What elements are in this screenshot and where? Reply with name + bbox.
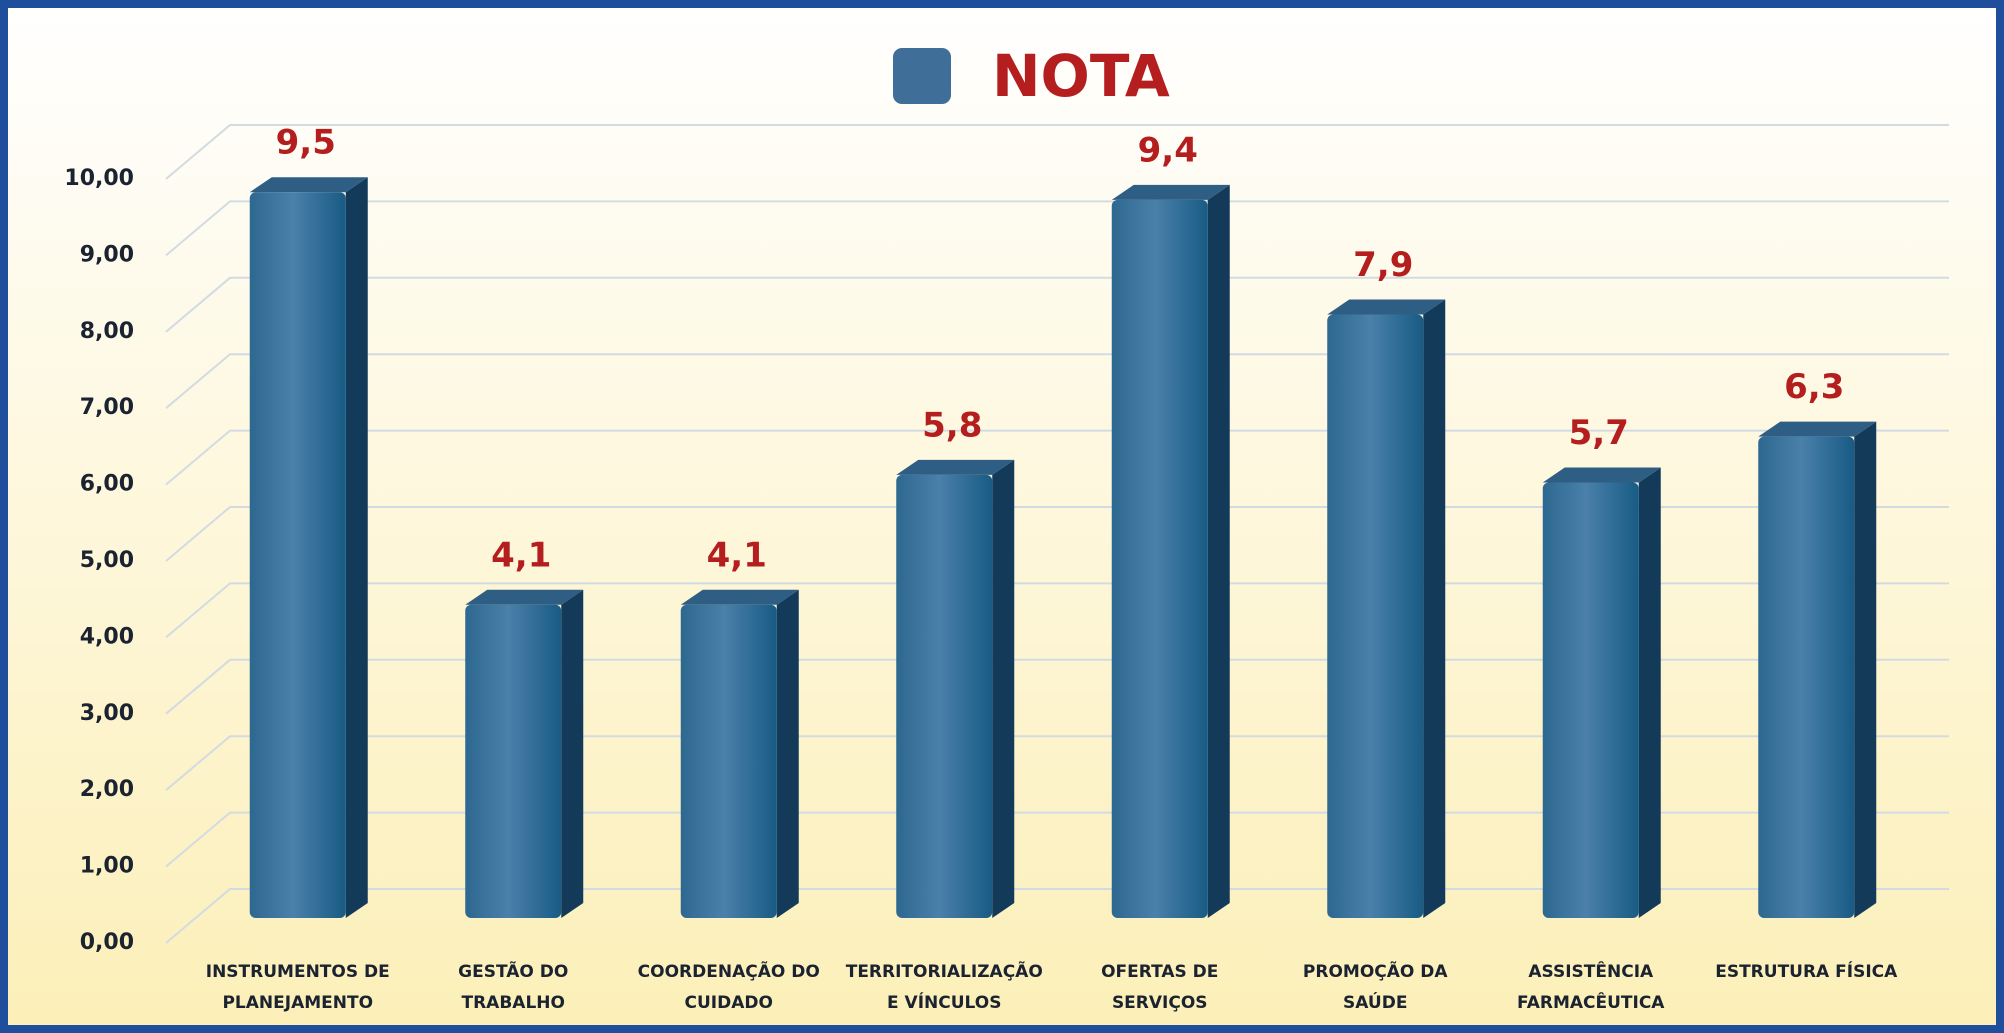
- y-tick-label: 9,00: [80, 242, 134, 267]
- x-tick-label: INSTRUMENTOS DE: [206, 962, 390, 982]
- bar: [896, 459, 1015, 918]
- bar-side: [1638, 467, 1661, 918]
- bar-front: [1758, 436, 1855, 918]
- bar-side: [561, 589, 584, 918]
- y-tick-label: 4,00: [80, 624, 134, 649]
- x-tick-label: ESTRUTURA FÍSICA: [1715, 960, 1898, 982]
- bar-top: [465, 589, 584, 605]
- bar-front: [1327, 314, 1424, 918]
- value-label: 5,8: [922, 405, 982, 445]
- bar: [249, 177, 368, 918]
- bar-side: [992, 459, 1015, 918]
- bar-top: [1111, 184, 1230, 200]
- bar-front: [1542, 482, 1639, 918]
- value-label: 7,9: [1353, 245, 1413, 285]
- y-tick-label: 8,00: [80, 319, 134, 344]
- y-tick-label: 5,00: [80, 548, 134, 573]
- value-label: 5,7: [1569, 413, 1629, 453]
- legend-swatch: [893, 48, 951, 104]
- x-tick-label: CUIDADO: [685, 993, 773, 1013]
- x-tick-label: PLANEJAMENTO: [222, 993, 373, 1013]
- x-tick-label: TERRITORIALIZAÇÃO: [846, 959, 1043, 982]
- value-label: 4,1: [491, 535, 551, 575]
- bar-side: [345, 177, 368, 918]
- y-tick-label: 0,00: [80, 930, 134, 955]
- bar-front: [249, 192, 346, 918]
- bar: [1542, 467, 1661, 918]
- bar-top: [1327, 299, 1446, 315]
- x-tick-label: SAÚDE: [1343, 991, 1407, 1013]
- x-tick-label: TRABALHO: [462, 993, 565, 1013]
- y-tick-label: 10,00: [64, 166, 134, 191]
- x-tick-label: PROMOÇÃO DA: [1303, 959, 1448, 982]
- bar-front: [896, 474, 993, 918]
- x-tick-label: SERVIÇOS: [1112, 993, 1208, 1013]
- bar-front: [680, 604, 777, 918]
- bar-side: [1854, 421, 1877, 918]
- value-label: 4,1: [707, 535, 767, 575]
- bar-front: [465, 604, 562, 918]
- bar-side: [776, 589, 799, 918]
- y-tick-label: 2,00: [80, 777, 134, 802]
- bar-front: [1111, 199, 1208, 919]
- bar-side: [1207, 184, 1230, 919]
- bar-side: [1423, 299, 1446, 918]
- bar: [1758, 421, 1877, 918]
- legend-label: NOTA: [992, 42, 1170, 110]
- x-tick-label: GESTÃO DO: [458, 959, 568, 982]
- value-label: 9,4: [1138, 130, 1198, 170]
- y-tick-label: 1,00: [80, 854, 134, 879]
- bar: [1111, 184, 1230, 919]
- bar-top: [680, 589, 799, 605]
- bar-top: [1758, 421, 1877, 437]
- bar-top: [896, 459, 1015, 475]
- legend: NOTA: [893, 42, 1170, 110]
- x-tick-label: COORDENAÇÃO DO: [638, 959, 820, 982]
- grid-line: [165, 124, 1949, 180]
- x-tick-label: ASSISTÊNCIA: [1528, 960, 1654, 982]
- y-tick-label: 6,00: [80, 472, 134, 497]
- x-tick-label: OFERTAS DE: [1101, 962, 1218, 982]
- grid-line: [165, 200, 1949, 257]
- value-label: 6,3: [1784, 367, 1844, 407]
- bar-top: [1542, 467, 1661, 483]
- x-tick-label: FARMACÊUTICA: [1517, 991, 1665, 1013]
- bar-top: [249, 177, 368, 193]
- value-label: 9,5: [276, 123, 336, 163]
- y-tick-label: 7,00: [80, 395, 134, 420]
- y-tick-label: 3,00: [80, 701, 134, 726]
- x-tick-label: E VÍNCULOS: [887, 991, 1001, 1013]
- bar: [1327, 299, 1446, 918]
- bar: [465, 589, 584, 918]
- grid-line: [165, 276, 1949, 333]
- bar: [680, 589, 799, 918]
